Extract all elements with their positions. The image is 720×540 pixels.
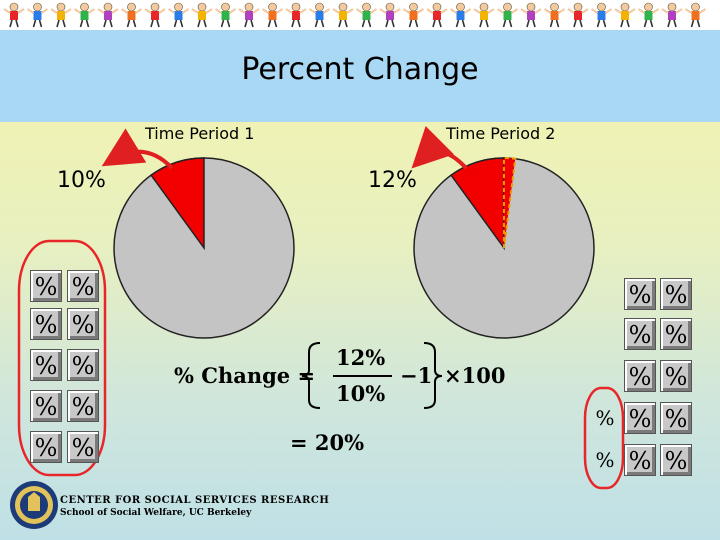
left-arrow: [101, 128, 174, 170]
right-pie-chart: [413, 156, 595, 339]
left-percent-label: 10%: [57, 168, 106, 193]
percent-tile: %: [30, 431, 62, 463]
left-pie-chart: [113, 157, 295, 339]
percent-glyph: %: [595, 406, 615, 430]
child-figure-icon: [308, 2, 331, 28]
percent-tile: %: [30, 270, 62, 302]
child-figure-icon: [50, 2, 72, 28]
footer-organization: CENTER FOR SOCIAL SERVICES RESEARCH: [60, 495, 330, 506]
formula-right-brace: [423, 342, 443, 409]
percent-tile: %: [67, 270, 99, 302]
pie-highlight-slice: [450, 157, 505, 251]
child-figure-icon: [214, 2, 237, 28]
child-figure-icon: [684, 2, 707, 28]
percent-tile: %: [30, 349, 62, 381]
child-figure-icon: [473, 2, 495, 28]
percent-tile: %: [67, 308, 99, 340]
child-figure-icon: [567, 2, 589, 28]
child-figure-icon: [614, 2, 636, 28]
formula-left-brace: [301, 342, 321, 409]
formula-lhs: % Change =: [174, 363, 316, 388]
slide-title: Percent Change: [241, 52, 479, 87]
percent-tile: %: [67, 349, 99, 381]
percent-tile: %: [624, 444, 656, 476]
percent-tile: %: [624, 360, 656, 392]
formula-result: = 20%: [290, 430, 365, 455]
percent-glyph: %: [595, 448, 615, 472]
percent-tile: %: [660, 360, 692, 392]
child-figure-icon: [97, 2, 119, 28]
child-figure-icon: [3, 2, 25, 28]
right-percent-label: 12%: [368, 168, 417, 193]
child-figure-icon: [120, 2, 143, 28]
right-period-label: Time Period 2: [446, 124, 556, 143]
decorative-children-border: [0, 0, 720, 30]
left-period-label: Time Period 1: [145, 124, 255, 143]
child-figure-icon: [238, 2, 260, 28]
child-figure-icon: [402, 2, 425, 28]
child-figure-icon: [590, 2, 613, 28]
right-tiles-highlight-circle: [583, 386, 625, 490]
title-band: [0, 30, 720, 122]
percent-tile: %: [660, 402, 692, 434]
formula-minus-one: −1: [400, 363, 433, 388]
child-figure-icon: [426, 2, 448, 28]
child-figure-icon: [355, 2, 378, 28]
percent-tile: %: [30, 308, 62, 340]
formula-denominator: 10%: [336, 381, 386, 406]
child-figure-icon: [26, 2, 49, 28]
left-tiles-highlight-circle: [17, 239, 107, 477]
child-figure-icon: [661, 2, 683, 28]
formula-numerator: 12%: [336, 345, 386, 370]
child-figure-icon: [73, 2, 96, 28]
child-figure-icon: [144, 2, 166, 28]
child-figure-icon: [449, 2, 472, 28]
footer-school: School of Social Welfare, UC Berkeley: [60, 508, 252, 518]
percent-tile: %: [67, 431, 99, 463]
berkeley-seal-icon: [10, 481, 58, 529]
right-arrow: [411, 126, 468, 170]
child-figure-icon: [332, 2, 354, 28]
child-figure-icon: [191, 2, 213, 28]
child-figure-icon: [520, 2, 542, 28]
pie-extra-slice: [503, 156, 517, 249]
child-figure-icon: [637, 2, 660, 28]
percent-tile: %: [660, 444, 692, 476]
percent-tile: %: [660, 318, 692, 350]
child-figure-icon: [167, 2, 190, 28]
pie-highlight-slice: [150, 157, 205, 251]
percent-tile: %: [624, 402, 656, 434]
child-figure-icon: [261, 2, 284, 28]
percent-tile: %: [624, 278, 656, 310]
percent-tile: %: [67, 390, 99, 422]
formula-times-hundred: ×100: [444, 363, 506, 388]
percent-tile: %: [660, 278, 692, 310]
child-figure-icon: [543, 2, 566, 28]
child-figure-icon: [379, 2, 401, 28]
percent-tile: %: [624, 318, 656, 350]
child-figure-icon: [496, 2, 519, 28]
percent-tile: %: [30, 390, 62, 422]
child-figure-icon: [285, 2, 307, 28]
